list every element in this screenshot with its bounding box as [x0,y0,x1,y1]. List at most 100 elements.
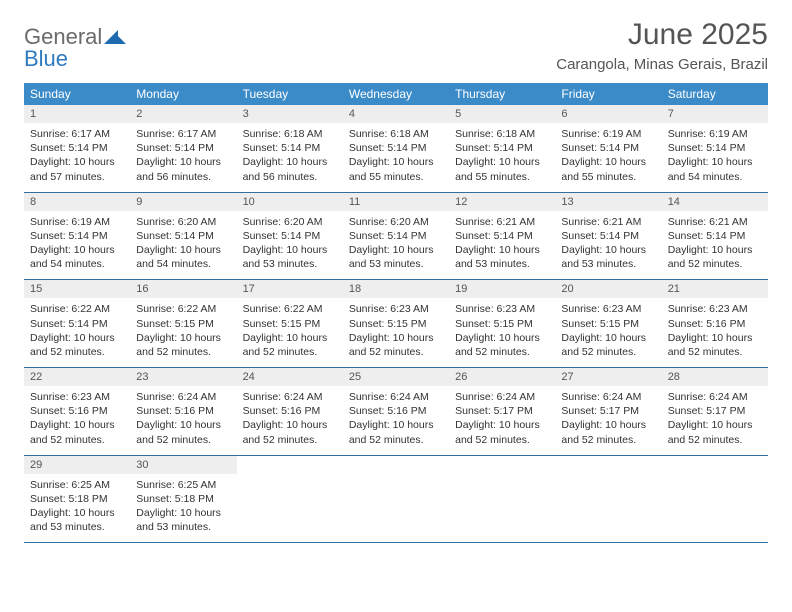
daylight-text: Daylight: 10 hours and 53 minutes. [243,243,337,271]
calendar-cell [662,455,768,543]
day-number: 1 [24,105,130,123]
calendar-week: 15Sunrise: 6:22 AMSunset: 5:14 PMDayligh… [24,280,768,368]
day-number: 5 [449,105,555,123]
calendar-cell: 22Sunrise: 6:23 AMSunset: 5:16 PMDayligh… [24,368,130,456]
day-body: Sunrise: 6:24 AMSunset: 5:16 PMDaylight:… [343,386,449,455]
day-header: Monday [130,83,236,105]
sunrise-text: Sunrise: 6:18 AM [349,127,443,141]
sunrise-text: Sunrise: 6:24 AM [349,390,443,404]
sunrise-text: Sunrise: 6:18 AM [455,127,549,141]
day-number: 20 [555,280,661,298]
calendar-cell: 2Sunrise: 6:17 AMSunset: 5:14 PMDaylight… [130,105,236,192]
daylight-text: Daylight: 10 hours and 52 minutes. [30,331,124,359]
day-header-row: Sunday Monday Tuesday Wednesday Thursday… [24,83,768,105]
day-body: Sunrise: 6:25 AMSunset: 5:18 PMDaylight:… [130,474,236,543]
daylight-text: Daylight: 10 hours and 52 minutes. [243,418,337,446]
sunrise-text: Sunrise: 6:22 AM [243,302,337,316]
day-number: 12 [449,193,555,211]
calendar-cell: 11Sunrise: 6:20 AMSunset: 5:14 PMDayligh… [343,192,449,280]
day-body: Sunrise: 6:23 AMSunset: 5:16 PMDaylight:… [24,386,130,455]
sunset-text: Sunset: 5:14 PM [561,141,655,155]
sunrise-text: Sunrise: 6:24 AM [243,390,337,404]
sunrise-text: Sunrise: 6:19 AM [668,127,762,141]
calendar-cell: 10Sunrise: 6:20 AMSunset: 5:14 PMDayligh… [237,192,343,280]
calendar-cell [555,455,661,543]
page: General Blue June 2025 Carangola, Minas … [0,0,792,561]
sunrise-text: Sunrise: 6:20 AM [136,215,230,229]
sunrise-text: Sunrise: 6:24 AM [668,390,762,404]
calendar-cell: 23Sunrise: 6:24 AMSunset: 5:16 PMDayligh… [130,368,236,456]
calendar-table: Sunday Monday Tuesday Wednesday Thursday… [24,83,768,543]
daylight-text: Daylight: 10 hours and 54 minutes. [668,155,762,183]
sunrise-text: Sunrise: 6:21 AM [455,215,549,229]
daylight-text: Daylight: 10 hours and 53 minutes. [30,506,124,534]
sunset-text: Sunset: 5:14 PM [136,229,230,243]
day-body: Sunrise: 6:17 AMSunset: 5:14 PMDaylight:… [24,123,130,192]
calendar-cell: 18Sunrise: 6:23 AMSunset: 5:15 PMDayligh… [343,280,449,368]
calendar-cell: 12Sunrise: 6:21 AMSunset: 5:14 PMDayligh… [449,192,555,280]
day-body: Sunrise: 6:19 AMSunset: 5:14 PMDaylight:… [662,123,768,192]
day-number: 19 [449,280,555,298]
day-number: 6 [555,105,661,123]
sunrise-text: Sunrise: 6:21 AM [561,215,655,229]
sunrise-text: Sunrise: 6:23 AM [561,302,655,316]
sunrise-text: Sunrise: 6:23 AM [30,390,124,404]
day-body: Sunrise: 6:22 AMSunset: 5:14 PMDaylight:… [24,298,130,367]
calendar-cell: 6Sunrise: 6:19 AMSunset: 5:14 PMDaylight… [555,105,661,192]
calendar-cell [237,455,343,543]
sunrise-text: Sunrise: 6:23 AM [668,302,762,316]
sunset-text: Sunset: 5:14 PM [561,229,655,243]
sunset-text: Sunset: 5:16 PM [243,404,337,418]
calendar-cell: 4Sunrise: 6:18 AMSunset: 5:14 PMDaylight… [343,105,449,192]
brand-text-2: Blue [24,46,68,71]
sunrise-text: Sunrise: 6:25 AM [30,478,124,492]
calendar-cell: 9Sunrise: 6:20 AMSunset: 5:14 PMDaylight… [130,192,236,280]
day-number: 23 [130,368,236,386]
sunset-text: Sunset: 5:16 PM [668,317,762,331]
daylight-text: Daylight: 10 hours and 57 minutes. [30,155,124,183]
daylight-text: Daylight: 10 hours and 52 minutes. [668,331,762,359]
day-body: Sunrise: 6:19 AMSunset: 5:14 PMDaylight:… [555,123,661,192]
day-header: Sunday [24,83,130,105]
sunset-text: Sunset: 5:17 PM [561,404,655,418]
daylight-text: Daylight: 10 hours and 52 minutes. [349,418,443,446]
daylight-text: Daylight: 10 hours and 52 minutes. [668,243,762,271]
day-header: Tuesday [237,83,343,105]
day-number: 16 [130,280,236,298]
calendar-week: 1Sunrise: 6:17 AMSunset: 5:14 PMDaylight… [24,105,768,192]
calendar-cell: 25Sunrise: 6:24 AMSunset: 5:16 PMDayligh… [343,368,449,456]
day-number: 10 [237,193,343,211]
sunrise-text: Sunrise: 6:21 AM [668,215,762,229]
daylight-text: Daylight: 10 hours and 55 minutes. [349,155,443,183]
sunset-text: Sunset: 5:14 PM [136,141,230,155]
day-number: 21 [662,280,768,298]
day-number: 29 [24,456,130,474]
day-body: Sunrise: 6:24 AMSunset: 5:17 PMDaylight:… [662,386,768,455]
sunrise-text: Sunrise: 6:23 AM [455,302,549,316]
sunrise-text: Sunrise: 6:22 AM [136,302,230,316]
daylight-text: Daylight: 10 hours and 55 minutes. [561,155,655,183]
sunrise-text: Sunrise: 6:19 AM [561,127,655,141]
day-body: Sunrise: 6:24 AMSunset: 5:17 PMDaylight:… [449,386,555,455]
sunset-text: Sunset: 5:14 PM [243,229,337,243]
sunrise-text: Sunrise: 6:20 AM [349,215,443,229]
daylight-text: Daylight: 10 hours and 52 minutes. [561,418,655,446]
sunrise-text: Sunrise: 6:24 AM [136,390,230,404]
day-header: Thursday [449,83,555,105]
header: General Blue June 2025 Carangola, Minas … [24,18,768,73]
day-header: Friday [555,83,661,105]
day-number: 22 [24,368,130,386]
calendar-cell: 24Sunrise: 6:24 AMSunset: 5:16 PMDayligh… [237,368,343,456]
day-header: Saturday [662,83,768,105]
day-body: Sunrise: 6:18 AMSunset: 5:14 PMDaylight:… [343,123,449,192]
day-body: Sunrise: 6:21 AMSunset: 5:14 PMDaylight:… [449,211,555,280]
sunrise-text: Sunrise: 6:23 AM [349,302,443,316]
daylight-text: Daylight: 10 hours and 56 minutes. [243,155,337,183]
sunset-text: Sunset: 5:17 PM [455,404,549,418]
sunset-text: Sunset: 5:14 PM [668,141,762,155]
day-body: Sunrise: 6:19 AMSunset: 5:14 PMDaylight:… [24,211,130,280]
day-number: 27 [555,368,661,386]
day-body: Sunrise: 6:22 AMSunset: 5:15 PMDaylight:… [237,298,343,367]
sunset-text: Sunset: 5:14 PM [30,229,124,243]
daylight-text: Daylight: 10 hours and 56 minutes. [136,155,230,183]
